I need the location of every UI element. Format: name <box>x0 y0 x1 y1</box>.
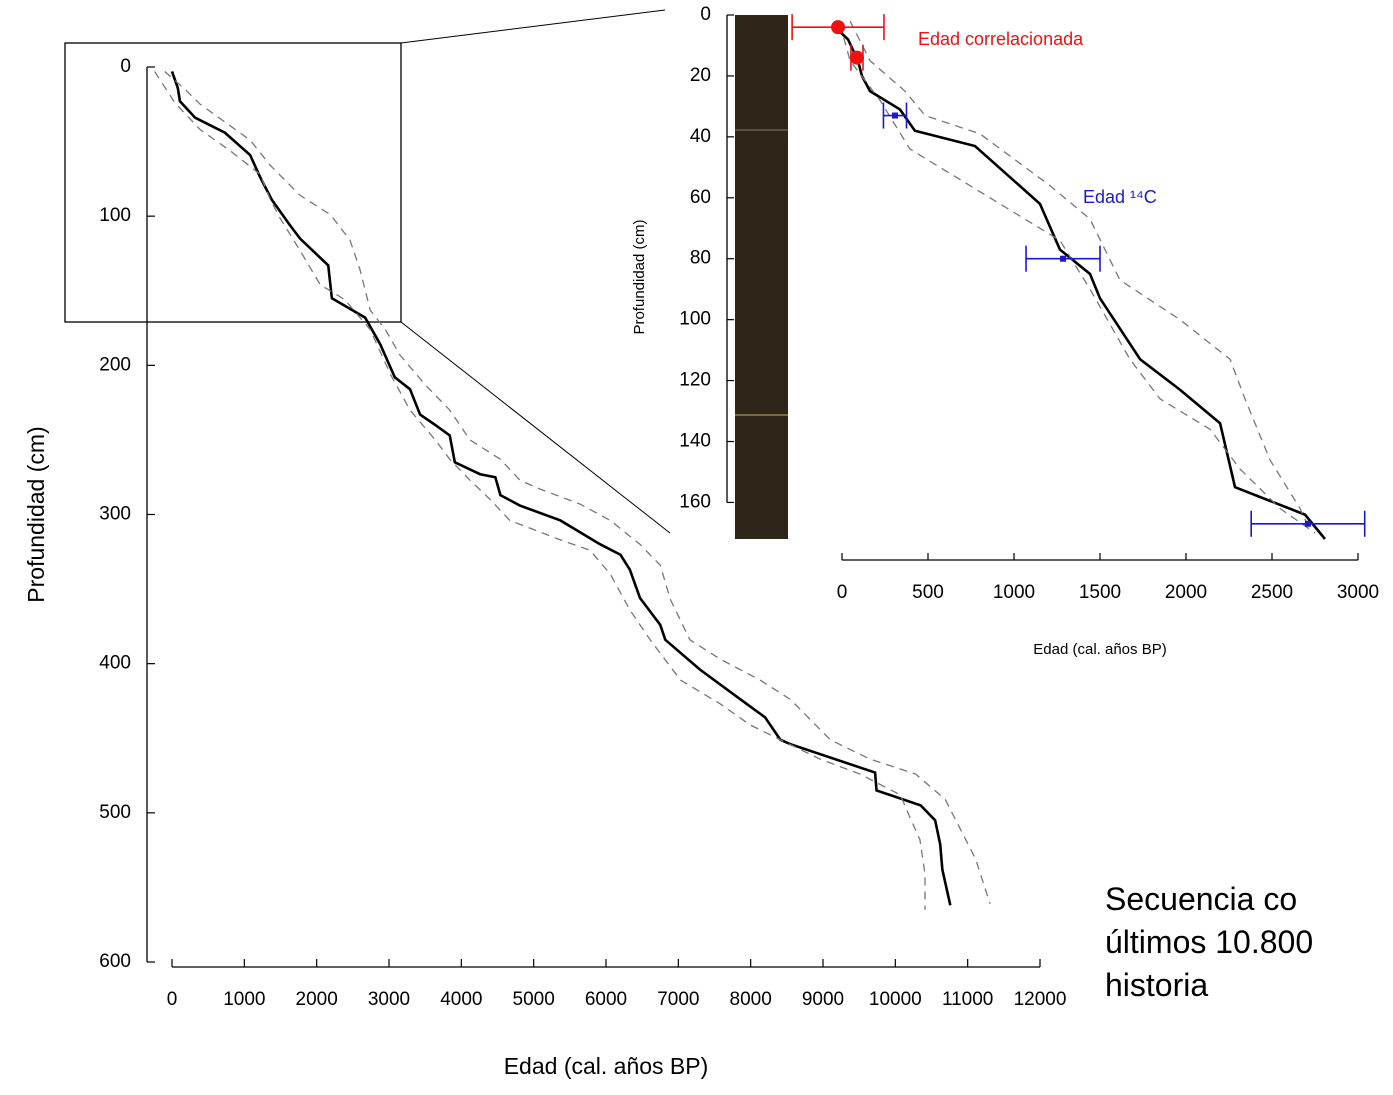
slide-text: Secuencia co <box>1105 881 1297 917</box>
x-tick-label: 9000 <box>802 989 844 1010</box>
age-point <box>1060 255 1067 262</box>
age-depth-line <box>834 26 1326 540</box>
y-tick-label: 60 <box>690 187 711 208</box>
x-tick-label: 5000 <box>513 989 555 1010</box>
confidence-line <box>164 70 991 905</box>
series-label: Edad ¹⁴C <box>1083 187 1157 207</box>
core-image <box>735 15 788 539</box>
y-tick-label: 20 <box>690 65 711 86</box>
y-tick-label: 80 <box>690 248 711 269</box>
y-axis-title: Profundidad (cm) <box>23 426 49 602</box>
slide-text: últimos 10.800 <box>1105 924 1313 960</box>
x-tick-label: 7000 <box>657 989 699 1010</box>
x-tick-label: 0 <box>837 582 848 603</box>
x-tick-label: 2000 <box>1165 582 1207 603</box>
x-tick-label: 1500 <box>1079 582 1121 603</box>
x-tick-label: 8000 <box>730 989 772 1010</box>
x-tick-label: 3000 <box>1337 582 1379 603</box>
y-tick-label: 0 <box>700 4 711 25</box>
x-tick-label: 12000 <box>1014 989 1067 1010</box>
x-tick-label: 4000 <box>440 989 482 1010</box>
y-tick-label: 500 <box>99 802 131 823</box>
age-point <box>849 50 864 65</box>
slide-text: historia <box>1105 967 1208 1003</box>
x-tick-label: 11000 <box>942 989 993 1010</box>
y-tick-label: 0 <box>120 56 131 77</box>
confidence-line <box>154 71 926 910</box>
age-point <box>891 112 898 119</box>
x-tick-label: 1000 <box>223 989 265 1010</box>
series-label: Edad correlacionada <box>918 29 1084 49</box>
x-tick-label: 6000 <box>585 989 627 1010</box>
x-axis-title: Edad (cal. años BP) <box>504 1053 709 1079</box>
x-tick-label: 2500 <box>1251 582 1293 603</box>
y-tick-label: 120 <box>679 370 711 391</box>
x-tick-label: 0 <box>167 989 178 1010</box>
age-point <box>831 20 846 35</box>
y-tick-label: 40 <box>690 126 711 147</box>
y-tick-label: 140 <box>679 431 711 452</box>
y-tick-label: 400 <box>99 653 131 674</box>
confidence-line <box>849 20 1311 531</box>
x-tick-label: 10000 <box>869 989 922 1010</box>
y-axis-title: Profundidad (cm) <box>631 219 648 334</box>
y-tick-label: 200 <box>99 354 131 375</box>
age-point <box>1304 520 1311 527</box>
confidence-line <box>839 23 1316 534</box>
y-tick-label: 300 <box>99 504 131 525</box>
y-tick-label: 100 <box>679 309 711 330</box>
age-depth-line <box>170 71 952 906</box>
x-tick-label: 500 <box>912 582 944 603</box>
x-tick-label: 2000 <box>296 989 338 1010</box>
y-tick-label: 100 <box>99 205 131 226</box>
x-tick-label: 1000 <box>993 582 1035 603</box>
zoom-box <box>64 42 402 323</box>
zoom-connector <box>400 9 666 44</box>
y-tick-label: 600 <box>99 951 131 972</box>
zoom-connector <box>400 321 671 534</box>
x-axis-title: Edad (cal. años BP) <box>1033 641 1166 658</box>
x-tick-label: 3000 <box>368 989 410 1010</box>
y-tick-label: 160 <box>679 491 711 512</box>
